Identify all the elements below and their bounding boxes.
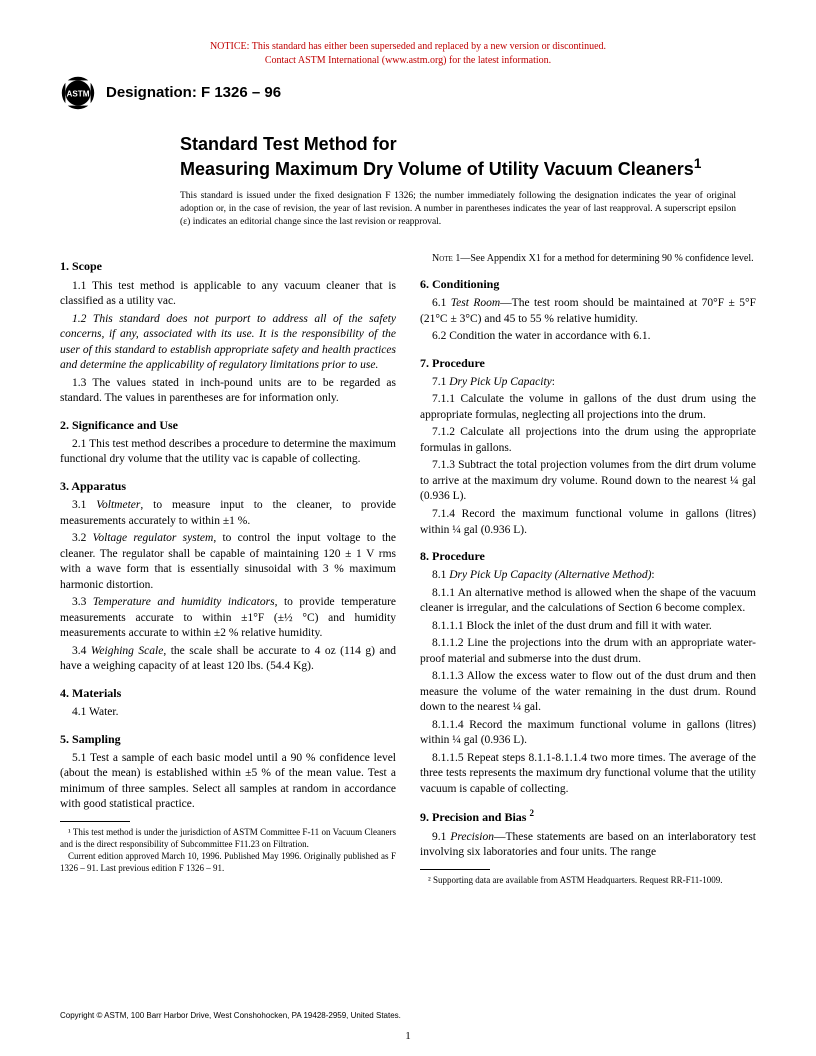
body-columns: 1. Scope 1.1 This test method is applica… [60,248,756,885]
page: NOTICE: This standard has either been su… [0,0,816,1056]
para-2-1: 2.1 This test method describes a procedu… [60,437,396,468]
para-3-3: 3.3 Temperature and humidity indicators,… [60,595,396,642]
para-1-1: 1.1 This test method is applicable to an… [60,279,396,310]
section-4-head: 4. Materials [60,685,396,701]
para-6-1: 6.1 Test Room—The test room should be ma… [420,296,756,327]
section-7-head: 7. Procedure [420,355,756,371]
section-1-head: 1. Scope [60,258,396,274]
notice-line-1: NOTICE: This standard has either been su… [210,41,606,52]
para-6-2: 6.2 Condition the water in accordance wi… [420,329,756,345]
section-3-head: 3. Apparatus [60,478,396,494]
designation: Designation: F 1326 – 96 [106,83,281,103]
copyright-line: Copyright © ASTM, 100 Barr Harbor Drive,… [60,1011,401,1022]
footnote-rule-2 [420,869,490,870]
footnote-1b: Current edition approved March 10, 1996.… [60,850,396,874]
issue-note: This standard is issued under the fixed … [180,190,736,228]
svg-text:ASTM: ASTM [67,90,90,99]
para-7-1-4: 7.1.4 Record the maximum functional volu… [420,507,756,538]
para-9-1: 9.1 Precision—These statements are based… [420,830,756,861]
para-7-1-1: 7.1.1 Calculate the volume in gallons of… [420,392,756,423]
title-lead: Standard Test Method for [180,134,397,154]
note-1: Note 1—See Appendix X1 for a method for … [420,252,756,266]
para-8-1-1: 8.1.1 An alternative method is allowed w… [420,586,756,617]
astm-logo: ASTM [60,75,96,111]
para-7-1-3: 7.1.3 Subtract the total projection volu… [420,458,756,505]
title-block: Standard Test Method for Measuring Maxim… [180,133,756,180]
para-3-2: 3.2 Voltage regulator system, to control… [60,531,396,593]
title-main: Standard Test Method for Measuring Maxim… [180,133,756,180]
para-8-1-1-3: 8.1.1.3 Allow the excess water to flow o… [420,669,756,716]
footnote-rule-1 [60,821,130,822]
section-6-head: 6. Conditioning [420,276,756,292]
header-row: ASTM Designation: F 1326 – 96 [60,75,756,111]
section-8-head: 8. Procedure [420,548,756,564]
para-8-1-1-1: 8.1.1.1 Block the inlet of the dust drum… [420,619,756,635]
para-8-1-1-2: 8.1.1.2 Line the projections into the dr… [420,636,756,667]
para-8-1-1-5: 8.1.1.5 Repeat steps 8.1.1-8.1.1.4 two m… [420,751,756,798]
para-8-1-1-4: 8.1.1.4 Record the maximum functional vo… [420,718,756,749]
para-5-1: 5.1 Test a sample of each basic model un… [60,751,396,813]
footnote-2: ² Supporting data are available from AST… [420,874,756,886]
para-1-3: 1.3 The values stated in inch-pound unit… [60,376,396,407]
para-7-1-2: 7.1.2 Calculate all projections into the… [420,425,756,456]
section-2-head: 2. Significance and Use [60,417,396,433]
para-4-1: 4.1 Water. [60,705,396,721]
footnote-1a: ¹ This test method is under the jurisdic… [60,826,396,850]
notice-line-2: Contact ASTM International (www.astm.org… [265,55,551,66]
para-7-1: 7.1 Dry Pick Up Capacity: [420,375,756,391]
section-9-head: 9. Precision and Bias 2 [420,807,756,825]
page-number: 1 [0,1029,816,1044]
para-1-2: 1.2 This standard does not purport to ad… [60,312,396,374]
para-8-1: 8.1 Dry Pick Up Capacity (Alternative Me… [420,568,756,584]
para-3-1: 3.1 Voltmeter, to measure input to the c… [60,498,396,529]
para-3-4: 3.4 Weighing Scale, the scale shall be a… [60,644,396,675]
supersede-notice: NOTICE: This standard has either been su… [60,40,756,67]
title-sup: 1 [694,156,702,171]
section-5-head: 5. Sampling [60,731,396,747]
title-body: Measuring Maximum Dry Volume of Utility … [180,159,694,179]
